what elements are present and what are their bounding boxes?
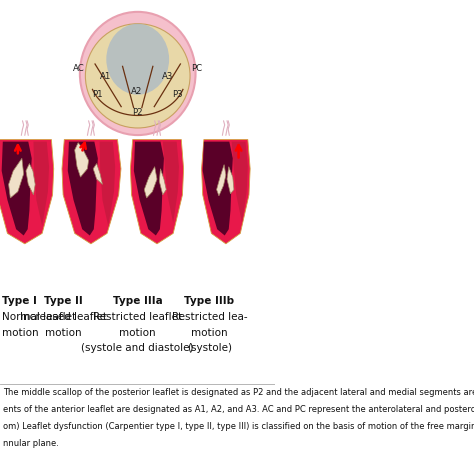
- Text: motion: motion: [2, 328, 39, 337]
- Text: P3: P3: [173, 91, 183, 99]
- Polygon shape: [0, 139, 54, 244]
- Polygon shape: [227, 167, 234, 194]
- Text: Type I: Type I: [2, 296, 37, 306]
- Polygon shape: [203, 142, 233, 236]
- Text: P1: P1: [92, 91, 103, 99]
- Polygon shape: [201, 139, 250, 244]
- Ellipse shape: [106, 24, 169, 95]
- Polygon shape: [232, 142, 248, 223]
- Polygon shape: [217, 164, 226, 196]
- Text: motion: motion: [45, 328, 82, 337]
- Ellipse shape: [85, 24, 190, 128]
- Text: (systole): (systole): [187, 343, 232, 353]
- Text: Restricted lea-: Restricted lea-: [172, 312, 247, 322]
- Text: P2: P2: [132, 109, 143, 117]
- Text: A1: A1: [100, 73, 112, 81]
- Text: om) Leaflet dysfunction (Carpentier type I, type II, type III) is classified on : om) Leaflet dysfunction (Carpentier type…: [3, 422, 474, 431]
- Polygon shape: [144, 167, 157, 198]
- Polygon shape: [163, 142, 179, 223]
- Polygon shape: [34, 142, 49, 226]
- Text: Normal leaflet: Normal leaflet: [2, 312, 76, 322]
- Polygon shape: [93, 164, 102, 184]
- Text: Increased leaflet: Increased leaflet: [20, 312, 107, 322]
- Text: motion: motion: [119, 328, 156, 337]
- Polygon shape: [26, 164, 35, 195]
- Polygon shape: [75, 143, 89, 177]
- Text: Type IIIa: Type IIIa: [113, 296, 163, 306]
- Text: Restricted leaflet: Restricted leaflet: [93, 312, 182, 322]
- Text: (systole and diastole): (systole and diastole): [82, 343, 194, 353]
- Text: nnular plane.: nnular plane.: [3, 439, 59, 448]
- Polygon shape: [9, 158, 24, 198]
- Polygon shape: [159, 169, 166, 195]
- Polygon shape: [62, 139, 121, 244]
- Polygon shape: [134, 142, 164, 236]
- Polygon shape: [68, 142, 98, 236]
- Polygon shape: [1, 142, 32, 236]
- Text: AC: AC: [73, 64, 84, 73]
- Polygon shape: [130, 139, 183, 244]
- Text: A2: A2: [131, 87, 142, 95]
- Polygon shape: [100, 142, 115, 226]
- Ellipse shape: [80, 12, 196, 135]
- Text: A3: A3: [162, 73, 173, 81]
- Text: PC: PC: [191, 64, 202, 73]
- Text: motion: motion: [191, 328, 228, 337]
- Text: ents of the anterior leaflet are designated as A1, A2, and A3. AC and PC represe: ents of the anterior leaflet are designa…: [3, 405, 474, 414]
- Text: The middle scallop of the posterior leaflet is designated as P2 and the adjacent: The middle scallop of the posterior leaf…: [3, 388, 474, 397]
- Text: Type II: Type II: [44, 296, 83, 306]
- Text: Type IIIb: Type IIIb: [184, 296, 234, 306]
